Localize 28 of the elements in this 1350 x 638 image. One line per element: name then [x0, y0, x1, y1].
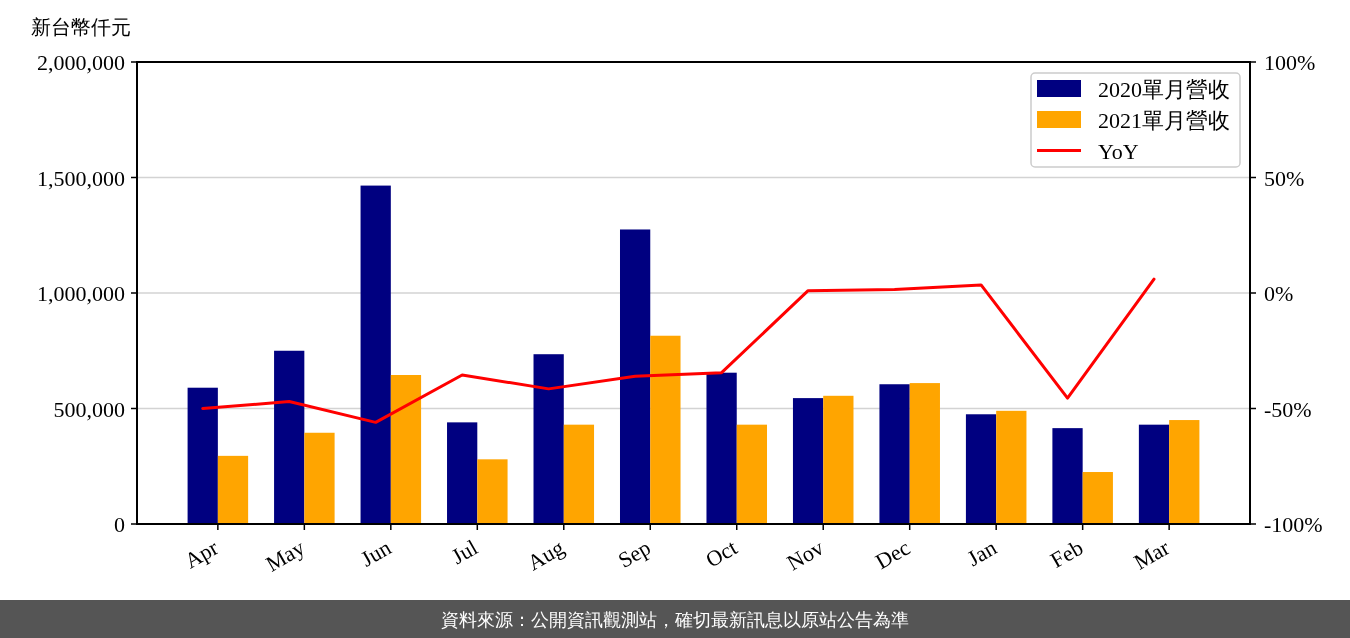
y-tick-label: 500,000 — [53, 396, 125, 422]
x-tick-label: Aug — [522, 534, 569, 576]
y2-tick-label: 50% — [1264, 165, 1305, 191]
y-tick-label: 1,000,000 — [37, 281, 125, 306]
source-note: 資料來源：公開資訊觀測站，確切最新訊息以原站公告為準 — [441, 609, 909, 630]
y-tick-label: 2,000,000 — [37, 50, 125, 75]
legend-label: YoY — [1098, 138, 1139, 164]
x-tick-label: May — [261, 534, 309, 577]
x-tick-label: Jul — [447, 534, 482, 570]
legend-label: 2021單月營收 — [1098, 107, 1230, 133]
y-tick-label: 0 — [114, 512, 125, 537]
y2-tick-label: -50% — [1264, 396, 1312, 422]
y2-tick-label: 0% — [1264, 281, 1294, 306]
x-tick-label: Sep — [613, 534, 655, 573]
y-tick-label: 1,500,000 — [37, 165, 125, 191]
y2-tick-label: 100% — [1264, 50, 1316, 75]
x-tick-label: Mar — [1129, 534, 1175, 575]
y2-tick-label: -100% — [1264, 512, 1323, 537]
x-tick-label: Jan — [962, 534, 1001, 571]
x-tick-label: Dec — [871, 534, 915, 575]
x-tick-label: Apr — [180, 534, 223, 574]
x-tick-label: Nov — [782, 534, 828, 576]
x-tick-label: Oct — [701, 534, 742, 573]
y-axis-title: 新台幣仟元 — [31, 15, 131, 39]
legend-label: 2020單月營收 — [1098, 76, 1230, 102]
x-tick-label: Feb — [1046, 534, 1088, 573]
x-tick-label: Jun — [356, 534, 396, 572]
footer: 資料來源：公開資訊觀測站，確切最新訊息以原站公告為準 — [0, 600, 1350, 638]
